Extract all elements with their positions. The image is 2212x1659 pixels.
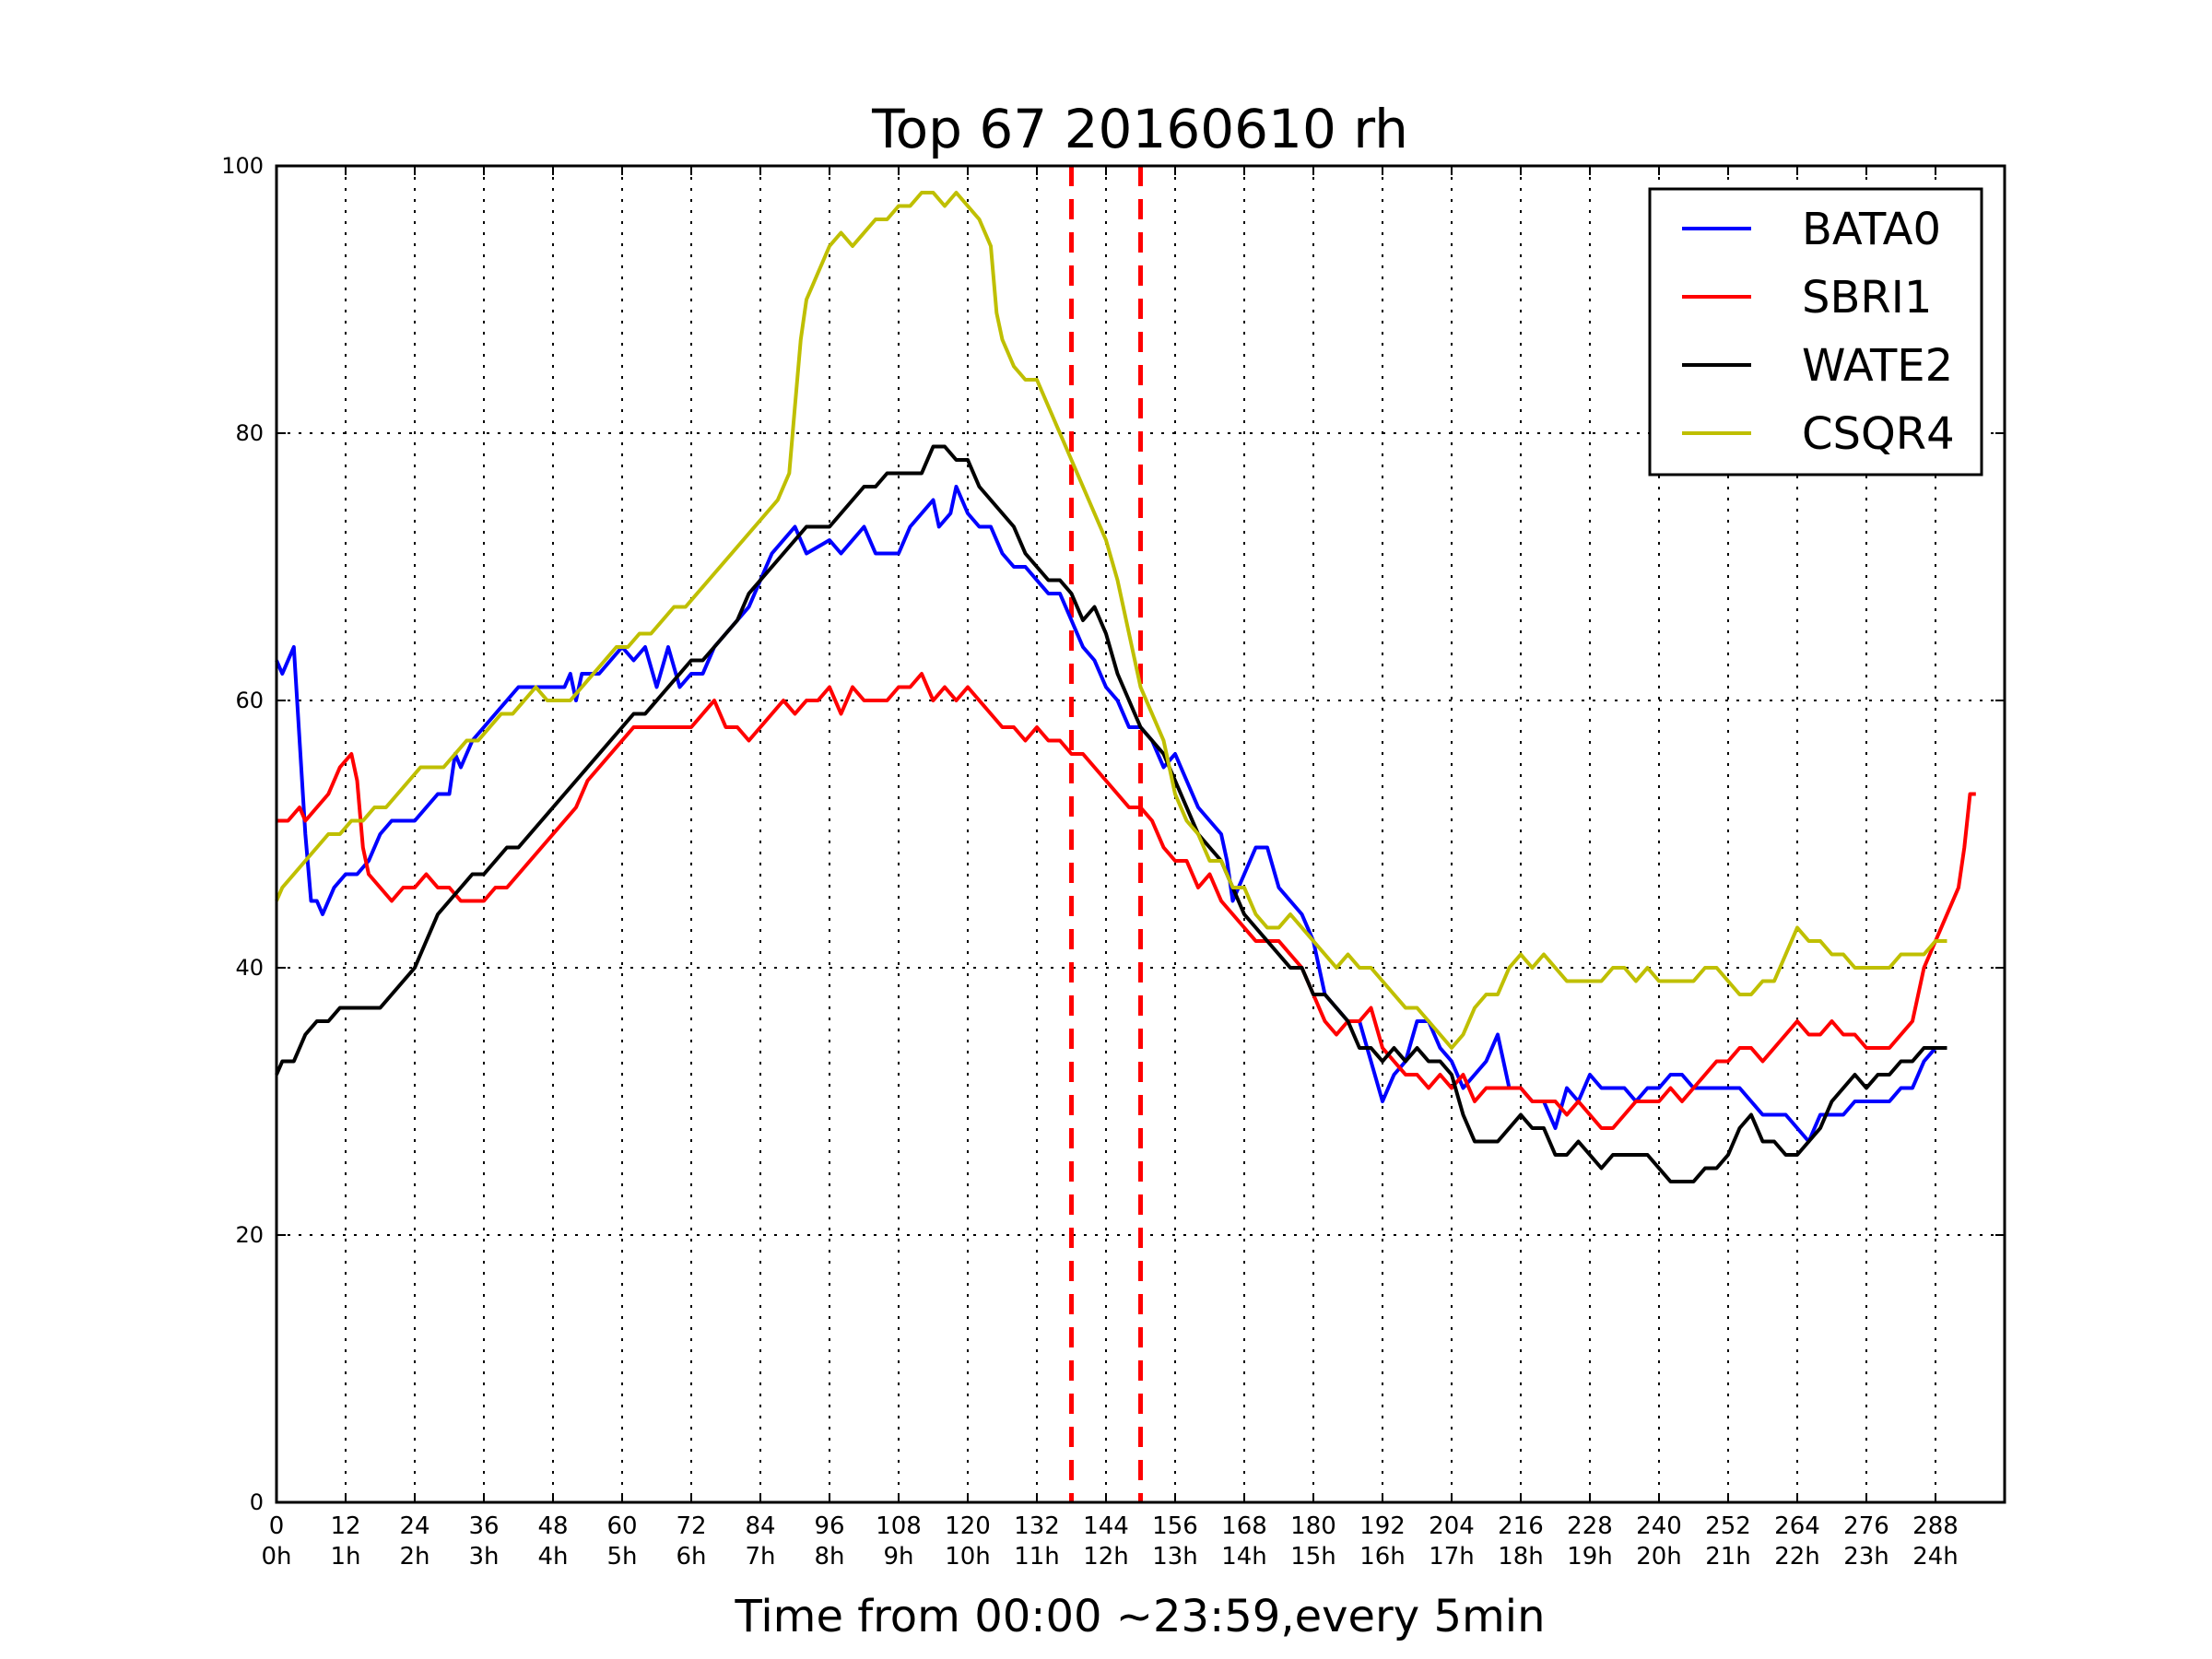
x-tick-hour-label: 3h bbox=[468, 1543, 499, 1571]
x-tick-label: 216 bbox=[1498, 1512, 1544, 1540]
axis-ticks: 0 0h 12 1h 24 2h 36 3h 48 4h 60 5h 72 6h 84 7h 96 8h 108 9h… bbox=[221, 153, 2005, 1571]
plot-frame bbox=[275, 164, 2006, 1504]
x-tick-label: 120 bbox=[945, 1512, 991, 1540]
series-lines bbox=[275, 191, 1976, 1183]
y-tick-label: 20 bbox=[235, 1222, 264, 1248]
x-tick-label: 180 bbox=[1290, 1512, 1336, 1540]
x-tick-hour-label: 11h bbox=[1014, 1543, 1060, 1571]
x-tick-hour-label: 19h bbox=[1567, 1543, 1613, 1571]
x-tick-hour-label: 4h bbox=[537, 1543, 568, 1571]
x-tick-hour-label: 20h bbox=[1636, 1543, 1682, 1571]
y-tick-label: 100 bbox=[221, 153, 264, 179]
x-tick-label: 264 bbox=[1774, 1512, 1820, 1540]
x-tick-label: 48 bbox=[537, 1512, 568, 1540]
x-tick-label: 108 bbox=[876, 1512, 922, 1540]
x-tick-hour-label: 7h bbox=[745, 1543, 775, 1571]
x-tick-label: 24 bbox=[399, 1512, 429, 1540]
vertical-marker-lines bbox=[1069, 166, 1143, 1502]
x-tick-hour-label: 2h bbox=[399, 1543, 429, 1571]
x-tick-label: 288 bbox=[1912, 1512, 1959, 1540]
legend: BATA0 SBRI1 WATE2 CSQR4 bbox=[1648, 187, 1983, 477]
x-tick-hour-label: 5h bbox=[606, 1543, 637, 1571]
x-tick-label: 60 bbox=[606, 1512, 637, 1540]
x-tick-hour-label: 18h bbox=[1498, 1543, 1544, 1571]
y-tick-label: 0 bbox=[250, 1489, 264, 1515]
x-tick-label: 36 bbox=[468, 1512, 499, 1540]
x-tick-hour-label: 13h bbox=[1152, 1543, 1198, 1571]
legend-box bbox=[1648, 187, 1983, 477]
x-tick-label: 12 bbox=[330, 1512, 360, 1540]
x-tick-hour-label: 22h bbox=[1774, 1543, 1820, 1571]
x-tick-label: 84 bbox=[745, 1512, 775, 1540]
series-line-bata0 bbox=[275, 485, 1937, 1144]
x-tick-hour-label: 8h bbox=[814, 1543, 844, 1571]
x-tick-hour-label: 0h bbox=[261, 1543, 291, 1571]
x-axis-label: Time from 00:00 ~23:59,every 5min bbox=[735, 1591, 1546, 1642]
x-tick-label: 96 bbox=[814, 1512, 844, 1540]
x-tick-label: 252 bbox=[1705, 1512, 1751, 1540]
x-tick-hour-label: 6h bbox=[676, 1543, 706, 1571]
legend-label: BATA0 bbox=[1802, 204, 1941, 255]
x-tick-hour-label: 9h bbox=[883, 1543, 913, 1571]
x-tick-hour-label: 1h bbox=[330, 1543, 360, 1571]
x-tick-hour-label: 23h bbox=[1843, 1543, 1889, 1571]
legend-label: SBRI1 bbox=[1802, 272, 1932, 324]
legend-label: CSQR4 bbox=[1802, 408, 1955, 460]
x-tick-label: 276 bbox=[1843, 1512, 1889, 1540]
x-tick-hour-label: 14h bbox=[1221, 1543, 1267, 1571]
y-tick-label: 60 bbox=[235, 688, 264, 713]
series-line-sbri1 bbox=[276, 672, 1976, 1130]
x-tick-label: 72 bbox=[676, 1512, 706, 1540]
y-tick-label: 40 bbox=[235, 955, 264, 981]
x-tick-hour-label: 24h bbox=[1912, 1543, 1959, 1571]
x-tick-label: 156 bbox=[1152, 1512, 1198, 1540]
x-tick-label: 0 bbox=[269, 1512, 285, 1540]
x-tick-label: 144 bbox=[1083, 1512, 1129, 1540]
x-tick-label: 228 bbox=[1567, 1512, 1613, 1540]
x-tick-label: 132 bbox=[1014, 1512, 1060, 1540]
y-tick-label: 80 bbox=[235, 420, 264, 446]
chart-title: Top 67 20160610 rh bbox=[871, 98, 1408, 160]
x-tick-hour-label: 21h bbox=[1705, 1543, 1751, 1571]
x-tick-hour-label: 12h bbox=[1083, 1543, 1129, 1571]
x-tick-label: 240 bbox=[1636, 1512, 1682, 1540]
series-line-csqr4 bbox=[275, 191, 1947, 1050]
x-tick-label: 204 bbox=[1429, 1512, 1475, 1540]
x-tick-hour-label: 16h bbox=[1359, 1543, 1406, 1571]
x-tick-hour-label: 17h bbox=[1429, 1543, 1475, 1571]
x-tick-hour-label: 10h bbox=[945, 1543, 991, 1571]
series-line-wate2 bbox=[275, 444, 1947, 1183]
legend-label: WATE2 bbox=[1802, 340, 1953, 392]
x-tick-hour-label: 15h bbox=[1290, 1543, 1336, 1571]
x-tick-label: 192 bbox=[1359, 1512, 1406, 1540]
x-tick-label: 168 bbox=[1221, 1512, 1267, 1540]
